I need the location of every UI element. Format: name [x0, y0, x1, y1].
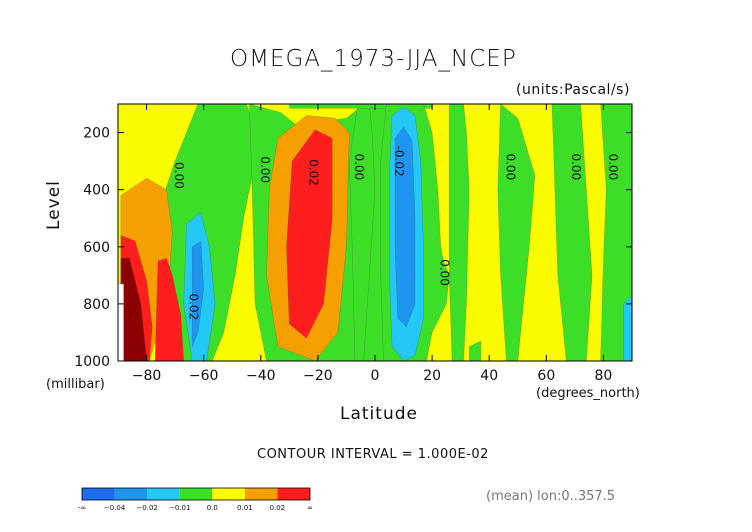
- colorbar-swatch: [179, 488, 213, 500]
- y-tick-label: 400: [83, 183, 110, 199]
- colorbar-swatch: [277, 488, 310, 500]
- colorbar-swatch: [147, 488, 180, 500]
- y-tick-label: 600: [83, 240, 110, 256]
- contour-label: 0.00: [172, 162, 186, 189]
- x-tick-label: −40: [246, 368, 276, 384]
- contour-label: 0.00: [438, 259, 452, 286]
- x-tick-label: −80: [132, 368, 162, 384]
- contour-region: [497, 104, 536, 361]
- contour-label: 0.00: [569, 153, 583, 180]
- colorbar-label: -∞: [78, 504, 86, 512]
- contour-region: [191, 240, 204, 347]
- contour-label: 0.00: [352, 153, 366, 180]
- contour-label: 0.00: [606, 153, 620, 180]
- units-label: (units:Pascal/s): [516, 82, 630, 98]
- contour-region: [623, 294, 632, 361]
- contour-region: [286, 129, 333, 339]
- contour-fill-group: [118, 104, 632, 361]
- colorbar-frame: [81, 487, 311, 501]
- y-tick-label: 800: [83, 297, 110, 313]
- colorbar-label: 0.02: [270, 504, 286, 512]
- contour-region: [600, 104, 632, 361]
- mean-note: (mean) lon:0..357.5: [486, 489, 616, 504]
- colorbar-label: ∞: [307, 504, 313, 512]
- x-tick-label: 40: [480, 368, 498, 384]
- contour-region: [448, 104, 470, 361]
- contour-label: 0.02: [306, 159, 320, 186]
- y-axis-unit: (millibar): [46, 377, 105, 392]
- colorbar-swatch: [82, 488, 115, 500]
- colorbar-label: −0.02: [136, 504, 157, 512]
- x-tick-label: −60: [189, 368, 219, 384]
- x-tick-label: 0: [371, 368, 380, 384]
- contour-interval-label: CONTOUR INTERVAL = 1.000E-02: [257, 447, 489, 462]
- colorbar-label: −0.04: [104, 504, 126, 512]
- contour-label: 0.02: [186, 293, 200, 320]
- x-axis-unit: (degrees_north): [536, 386, 640, 401]
- contour-region: [468, 340, 481, 361]
- colorbar-swatch: [212, 488, 245, 500]
- contour-label: 0.00: [258, 156, 272, 183]
- x-tick-label: 80: [595, 368, 613, 384]
- contour-region: [118, 283, 124, 361]
- x-tick-label: 20: [423, 368, 441, 384]
- y-tick-label: 200: [83, 126, 110, 142]
- contour-label: 0.00: [503, 153, 517, 180]
- colorbar-swatch: [114, 488, 148, 500]
- contour-label: -0.02: [392, 146, 406, 177]
- colorbar-label: 0.0: [207, 504, 218, 512]
- x-axis-label: Latitude: [340, 404, 418, 424]
- colorbar-swatch: [244, 488, 278, 500]
- contour-region: [349, 104, 376, 361]
- chart-title: OMEGA_1973-JJA_NCEP: [230, 46, 517, 72]
- contour-region: [551, 104, 593, 361]
- contour-region: [154, 257, 184, 361]
- x-tick-label: 60: [537, 368, 555, 384]
- y-tick-label: 1000: [74, 354, 110, 370]
- colorbar-label: −0.01: [169, 504, 190, 512]
- x-tick-label: −20: [303, 368, 333, 384]
- colorbar-label: 0.01: [237, 504, 253, 512]
- contour-region: [394, 126, 416, 328]
